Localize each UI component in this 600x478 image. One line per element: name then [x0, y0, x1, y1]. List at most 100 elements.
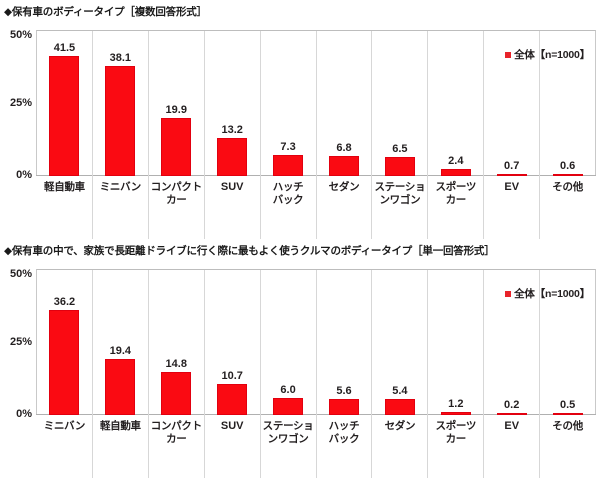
bar-zone: 6.0: [261, 270, 316, 415]
bar-value-label: 1.2: [448, 397, 464, 410]
plot-wrap-2: 50% 25% 0% 全体【n=1000】 36.2 ミニバン 19.4 軽自動車 14…: [0, 269, 600, 478]
category-column: 41.5 軽自動車: [37, 31, 93, 239]
chart-title-1: ◆保有車のボディータイプ［複数回答形式］: [4, 6, 207, 18]
bar[interactable]: [105, 65, 136, 176]
bar-zone: 14.8: [149, 270, 204, 415]
bar-zone: 36.2: [37, 270, 92, 415]
category-label: ミニバン: [99, 181, 142, 193]
bar-zone: 7.3: [261, 31, 316, 176]
plot-wrap-1: 50% 25% 0% 全体【n=1000】 41.5 軽自動車 38.1 ミニバン 19…: [0, 30, 600, 239]
bar-value-label: 6.8: [336, 142, 352, 155]
bar-zone: 19.9: [149, 31, 204, 176]
category-label: EV: [504, 181, 520, 193]
bar[interactable]: [273, 154, 304, 176]
bar[interactable]: [496, 413, 527, 415]
bar-value-label: 6.5: [392, 143, 408, 156]
bar-value-label: 0.5: [559, 399, 576, 411]
bar-zone: 2.4: [428, 31, 483, 176]
category-column: 0.2 EV: [484, 270, 541, 478]
category-label: その他: [552, 181, 583, 193]
bar-value-label: 0.6: [559, 160, 576, 172]
category-label: スポーツ カー: [435, 420, 477, 445]
bar-zone: 0.6: [540, 31, 595, 176]
category-label: スポーツ カー: [435, 181, 477, 206]
category-label: ハッチ バック: [328, 420, 360, 445]
bar[interactable]: [496, 173, 527, 176]
bar[interactable]: [49, 55, 80, 176]
bar-value-label: 14.8: [165, 358, 187, 371]
category-column: 5.4 セダン: [372, 270, 429, 478]
bar-zone: 10.7: [205, 270, 260, 415]
legend-swatch-icon: [505, 51, 512, 58]
category-column: 7.3 ハッチ バック: [261, 31, 317, 239]
category-column: 5.6 ハッチ バック: [317, 270, 373, 478]
bar[interactable]: [552, 413, 583, 415]
bar-value-label: 41.5: [53, 41, 76, 54]
bar[interactable]: [552, 174, 583, 176]
bar-value-label: 19.9: [165, 104, 187, 117]
bar-zone: 13.2: [205, 31, 260, 176]
bar[interactable]: [328, 156, 359, 176]
bar[interactable]: [273, 397, 304, 415]
category-column: 14.8 コンパクト カー: [149, 270, 205, 478]
bar-value-label: 5.6: [336, 384, 352, 397]
category-label: 軽自動車: [44, 181, 85, 193]
bar-zone: 5.4: [372, 270, 427, 415]
category-column: 19.4 軽自動車: [93, 270, 149, 478]
bar[interactable]: [105, 358, 136, 415]
legend-label-2: 全体【n=1000】: [514, 288, 590, 300]
category-label: ステーショ ンワゴン: [374, 181, 426, 206]
category-label: コンパクト カー: [150, 420, 202, 445]
bar[interactable]: [217, 383, 248, 415]
bar-value-label: 0.7: [504, 159, 520, 172]
bar-value-label: 2.4: [448, 155, 464, 168]
bar[interactable]: [384, 399, 415, 415]
bar-value-label: 36.2: [53, 296, 76, 309]
bar-zone: 41.5: [37, 31, 92, 176]
category-label: SUV: [220, 420, 244, 432]
category-label: ハッチ バック: [272, 181, 304, 206]
bar-zone: 19.4: [93, 270, 148, 415]
category-label: ミニバン: [43, 420, 86, 432]
bar-zone: 38.1: [93, 31, 148, 176]
bar[interactable]: [328, 398, 359, 415]
y-tick-label-50: 50%: [9, 268, 32, 280]
bar-zone: 1.2: [428, 270, 483, 415]
category-column: 38.1 ミニバン: [93, 31, 149, 239]
y-axis-1: 50% 25% 0%: [0, 30, 34, 182]
chart-block-ownership: ◆保有車のボディータイプ［複数回答形式］ 50% 25% 0% 全体【n=100…: [0, 6, 600, 239]
category-column: 6.5 ステーショ ンワゴン: [372, 31, 429, 239]
bar[interactable]: [384, 157, 415, 176]
bar-value-label: 0.2: [504, 399, 520, 411]
bar-zone: 5.6: [317, 270, 372, 415]
bar[interactable]: [161, 118, 192, 176]
bar[interactable]: [161, 372, 192, 415]
y-tick-label-25: 25%: [9, 336, 32, 348]
bar[interactable]: [217, 137, 248, 176]
category-column: 19.9 コンパクト カー: [149, 31, 205, 239]
bar[interactable]: [440, 411, 471, 415]
category-label: SUV: [220, 181, 244, 193]
chart-block-longdrive: ◆保有車の中で、家族で長距離ドライブに行く際に最もよく使うクルマのボディータイプ…: [0, 239, 600, 478]
bar-zone: 6.5: [372, 31, 427, 176]
bar-value-label: 19.4: [109, 344, 132, 357]
y-axis-2: 50% 25% 0%: [0, 269, 34, 421]
y-tick-label-0: 0%: [16, 408, 32, 420]
bar-zone: 0.2: [484, 270, 539, 415]
category-label: ステーショ ンワゴン: [262, 420, 314, 445]
category-grid-2: 36.2 ミニバン 19.4 軽自動車 14.8 コンパクト カー 10.7 SUV 6.0 ステ…: [37, 270, 595, 478]
category-label: コンパクト カー: [150, 181, 202, 206]
y-tick-label-0: 0%: [16, 169, 32, 181]
category-column: 10.7 SUV: [205, 270, 261, 478]
legend-label-1: 全体【n=1000】: [514, 49, 590, 61]
y-tick-label-50: 50%: [9, 29, 32, 41]
bar[interactable]: [49, 310, 80, 415]
bar-value-label: 10.7: [221, 369, 243, 382]
category-label: セダン: [328, 181, 360, 193]
category-column: 6.8 セダン: [317, 31, 373, 239]
category-column: 13.2 SUV: [205, 31, 261, 239]
category-label: セダン: [384, 420, 416, 432]
category-column: 36.2 ミニバン: [37, 270, 93, 478]
category-column: 1.2 スポーツ カー: [428, 270, 485, 478]
bar[interactable]: [440, 169, 471, 176]
